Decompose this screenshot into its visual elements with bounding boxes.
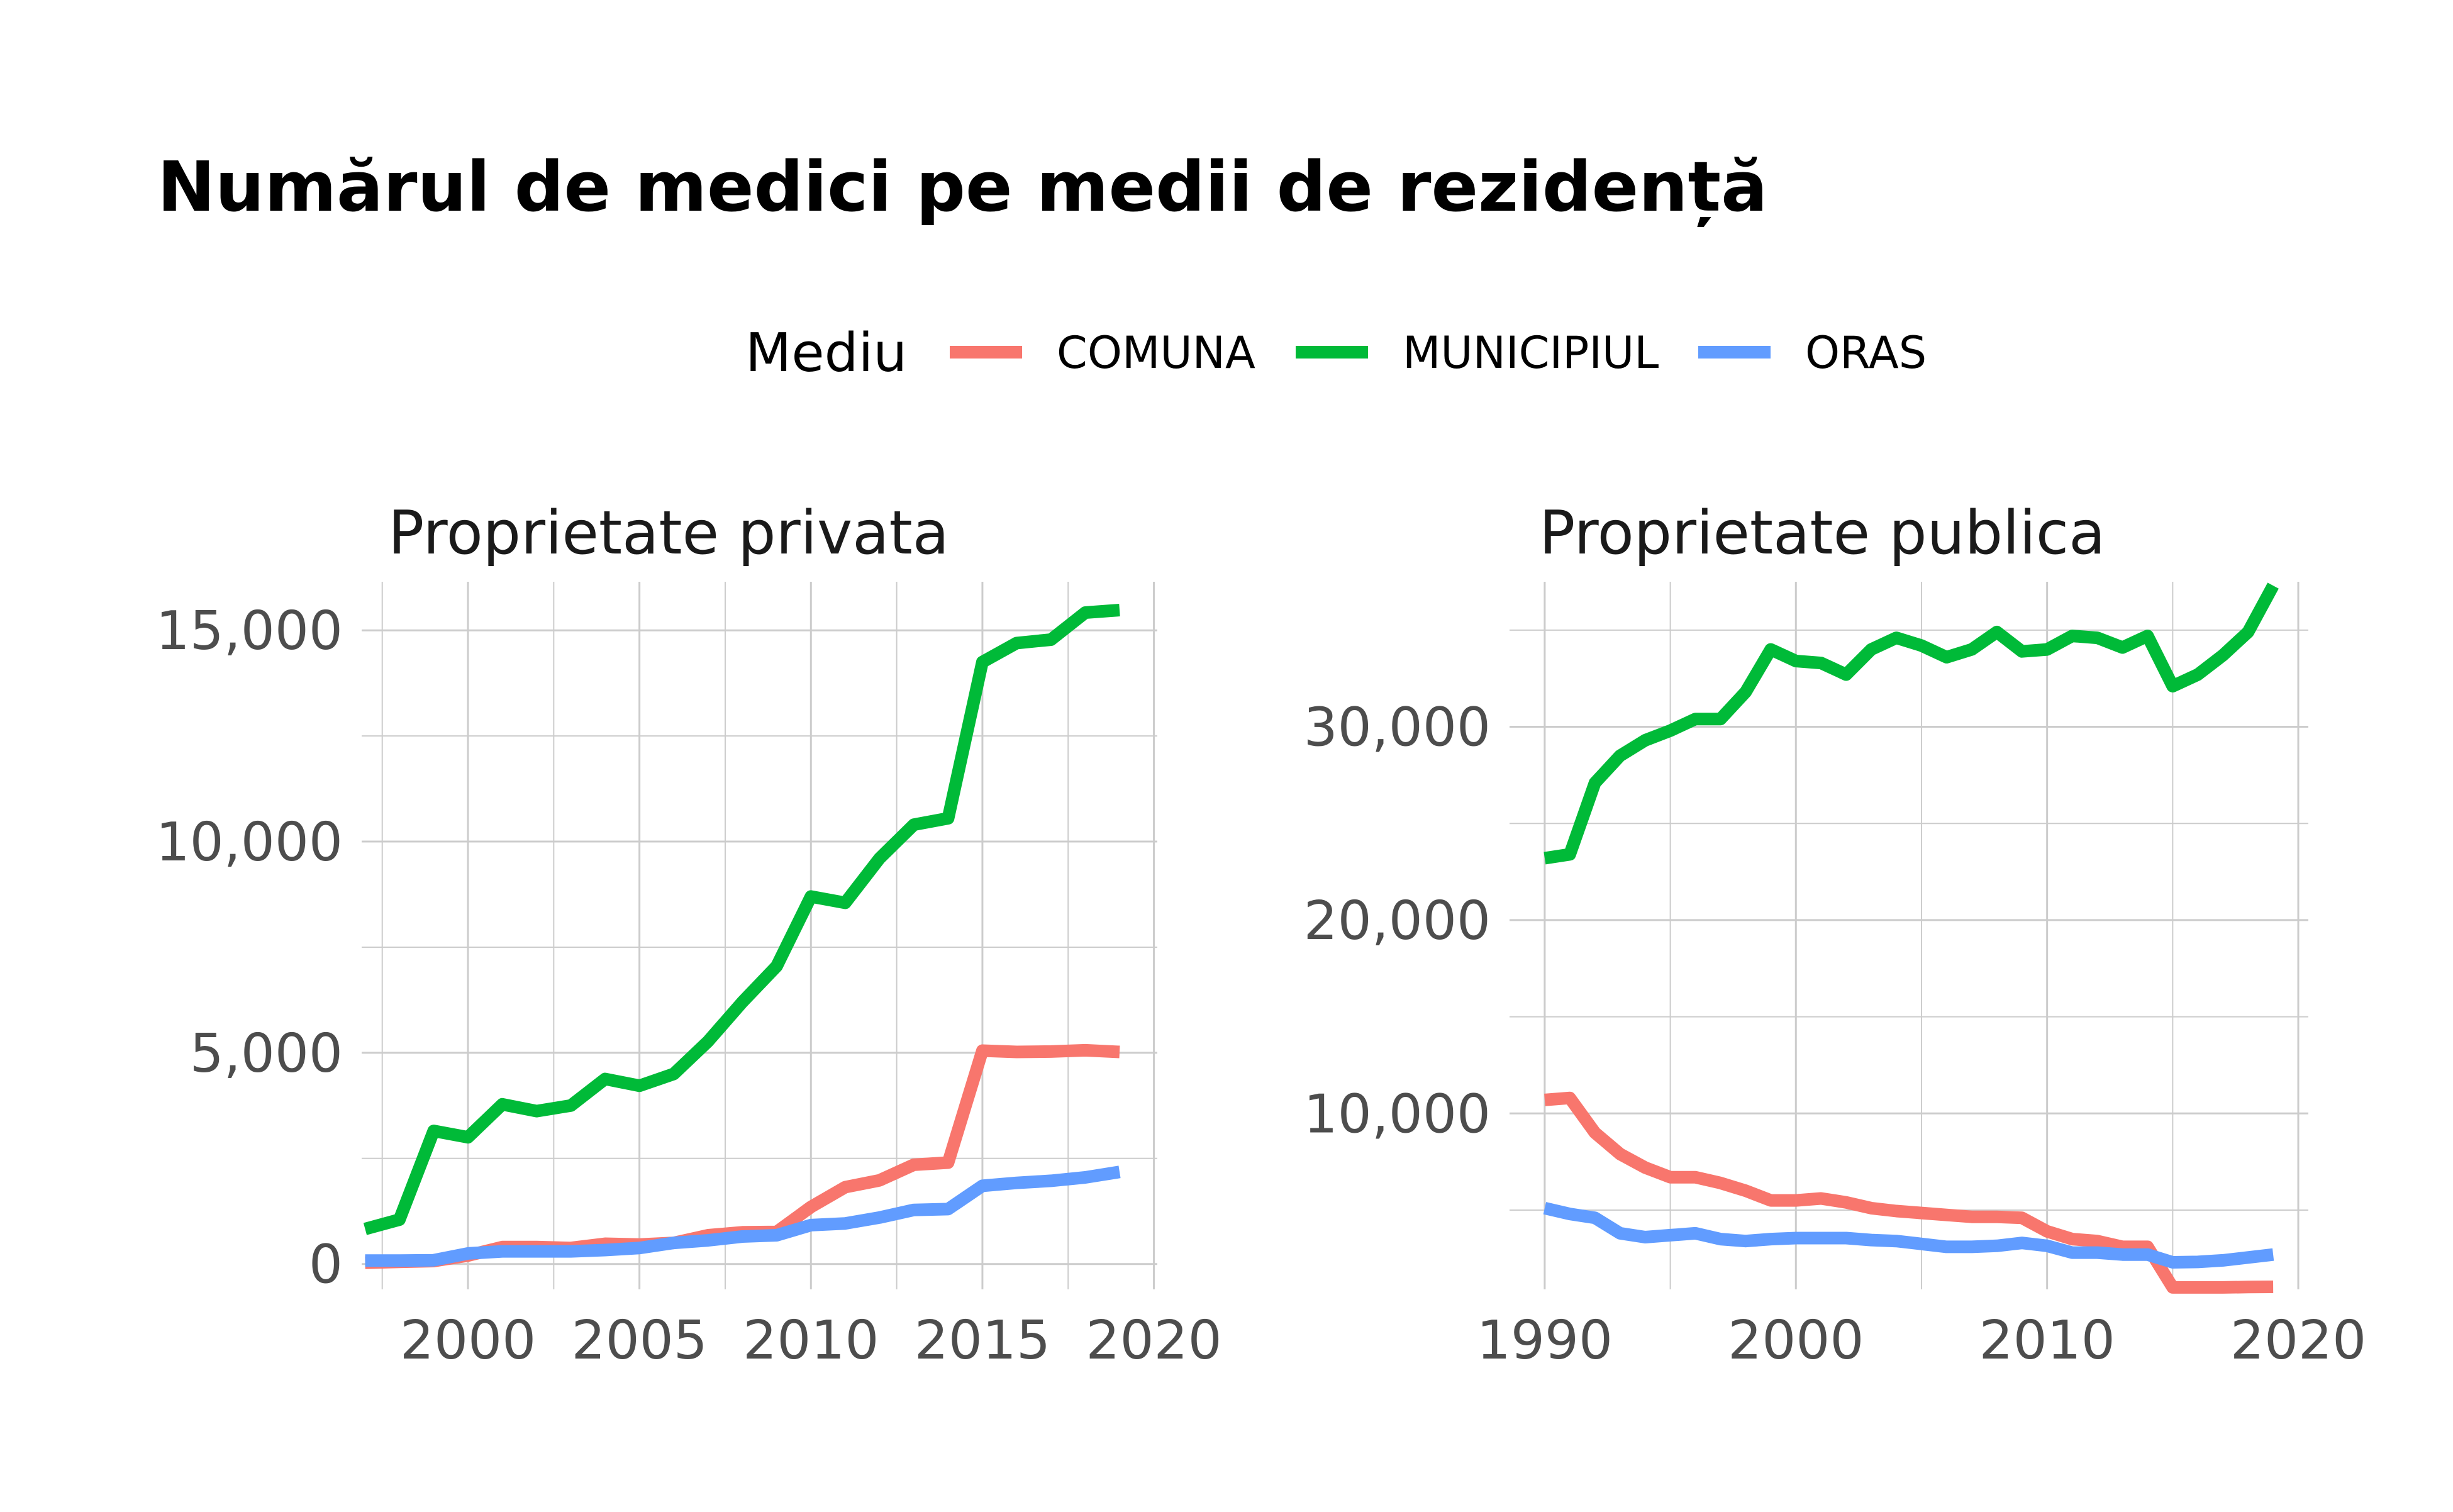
panel-ticks: 10,000 20,000 30,000 1990 2000 2010 2020 [1304, 697, 2367, 1372]
y-tick-label: 20,000 [1304, 890, 1491, 952]
series-line-oras [1543, 1202, 2274, 1269]
series-line-municipiul [363, 604, 1120, 1235]
x-tick-label: 2000 [1728, 1309, 1864, 1372]
x-tick-label: 2015 [915, 1309, 1050, 1372]
x-tick-label: 1990 [1477, 1309, 1613, 1372]
panel-series [1543, 582, 2279, 1294]
y-tick-label: 15,000 [156, 600, 343, 662]
facet-title-proprietate-privata: Proprietate privata [388, 499, 949, 568]
panel-proprietate-publica: Proprietate publica 10,000 20,000 30,000 19… [1304, 499, 2367, 1372]
legend: Mediu COMUNA MUNICIPIUL ORAS [745, 322, 1927, 384]
panel-proprietate-privata: Proprietate privata 0 5,000 10,000 15,000 20… [156, 499, 1222, 1372]
x-tick-label: 2005 [571, 1309, 707, 1372]
y-tick-label: 30,000 [1304, 697, 1491, 759]
x-tick-label: 2020 [2230, 1309, 2366, 1372]
legend-title: Mediu [745, 322, 907, 384]
legend-label-comuna: COMUNA [1057, 327, 1255, 379]
legend-label-oras: ORAS [1805, 327, 1927, 379]
x-tick-label: 2020 [1086, 1309, 1221, 1372]
legend-label-municipiul: MUNICIPIUL [1403, 327, 1659, 379]
y-tick-label: 10,000 [156, 811, 343, 874]
panel-grid [1510, 582, 2308, 1289]
x-tick-label: 2000 [400, 1309, 536, 1372]
series-line-municipiul [1544, 582, 2279, 865]
y-tick-label: 0 [309, 1234, 343, 1296]
y-tick-label: 5,000 [190, 1023, 343, 1085]
facet-title-proprietate-publica: Proprietate publica [1539, 499, 2105, 568]
chart-title: Numărul de medici pe medii de rezidență [157, 147, 1767, 227]
x-tick-label: 2010 [1979, 1309, 2115, 1372]
panel-series [363, 604, 1121, 1269]
x-tick-label: 2010 [743, 1309, 879, 1372]
y-tick-label: 10,000 [1304, 1083, 1491, 1145]
series-line-oras [365, 1165, 1121, 1267]
panel-ticks: 0 5,000 10,000 15,000 2000 2005 2010 2015 2020 [156, 600, 1222, 1372]
